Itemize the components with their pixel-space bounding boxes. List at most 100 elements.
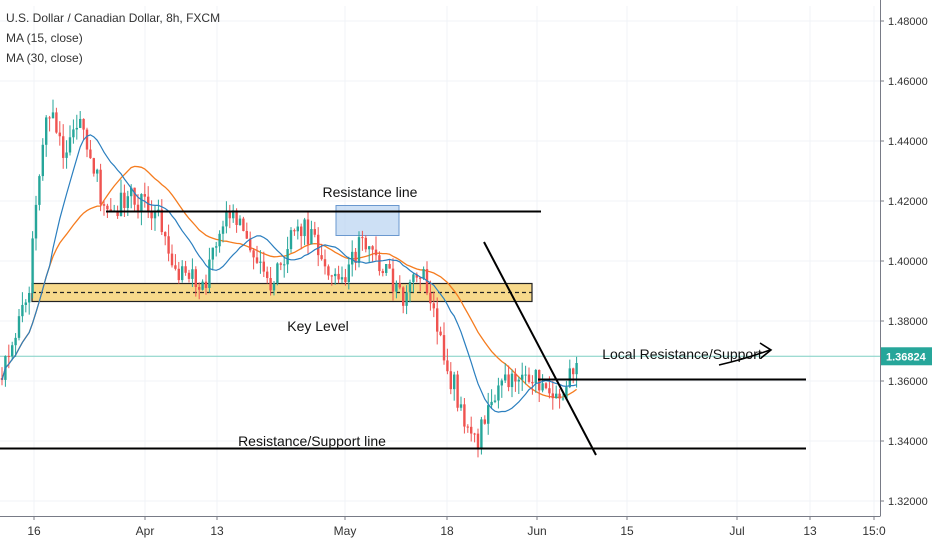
candle-body	[215, 246, 218, 248]
candle-body	[527, 374, 531, 382]
ma15-legend[interactable]: MA (15, close)	[6, 31, 83, 45]
price-tick-label: 1.32000	[888, 496, 928, 508]
candle-body	[534, 370, 537, 384]
time-tick-label: Jun	[527, 524, 546, 538]
candle-body	[551, 393, 554, 399]
candle-body	[476, 433, 480, 450]
symbol-title[interactable]: U.S. Dollar / Canadian Dollar, 8h, FXCM	[6, 11, 221, 25]
candle-body	[38, 176, 41, 205]
candle-body	[272, 283, 276, 291]
candle-body	[143, 194, 146, 197]
time-tick-label: 13	[210, 524, 224, 538]
price-tick-label: 1.38000	[888, 316, 928, 328]
candle-body	[446, 360, 449, 372]
candle-body	[21, 304, 24, 317]
candle-body	[381, 271, 384, 273]
candle-body	[561, 398, 565, 400]
candle-body	[500, 380, 503, 386]
candle-body	[211, 247, 214, 260]
candle-body	[7, 356, 10, 358]
candle-body	[544, 383, 548, 389]
candle-body	[289, 230, 293, 250]
candle-body	[306, 219, 310, 245]
candle-body	[31, 238, 34, 294]
candle-body	[330, 275, 333, 277]
candle-body	[517, 379, 520, 382]
candle-body	[354, 251, 357, 263]
candle-body	[340, 277, 344, 280]
time-tick-label: 15	[620, 524, 634, 538]
candle-body	[351, 251, 354, 265]
candles	[0, 99, 578, 458]
candle-body	[269, 278, 272, 291]
candle-body	[303, 219, 306, 237]
candle-body	[378, 255, 381, 272]
grid	[0, 6, 880, 516]
candle-body	[140, 194, 143, 213]
axes: 1.48000 1.46000 1.44000 1.42000 1.40000 1.380…	[0, 0, 932, 538]
candle-body	[164, 232, 167, 237]
candle-body	[34, 204, 38, 239]
candle-body	[174, 265, 177, 269]
candle-body	[62, 136, 65, 158]
price-tick-label: 1.36000	[888, 376, 928, 388]
candle-body	[28, 293, 31, 303]
price-tick-label: 1.48000	[888, 16, 928, 28]
resistance-box	[335, 205, 400, 236]
candle-body	[497, 385, 500, 401]
candle-body	[317, 234, 320, 256]
candle-body	[439, 331, 442, 336]
candle-body	[150, 211, 153, 219]
candle-body	[568, 368, 571, 388]
candle-body	[194, 269, 197, 287]
candle-body	[160, 209, 163, 233]
time-tick-label: Jul	[729, 524, 744, 538]
current-price-badge	[881, 347, 932, 366]
candle-body	[109, 209, 112, 211]
key-level-label: Key Level	[287, 318, 348, 334]
breakout-arrow	[718, 349, 771, 366]
candle-body	[510, 373, 514, 388]
candle-body	[548, 388, 551, 394]
candle-body	[453, 374, 456, 390]
candle-body	[368, 246, 371, 250]
candle-body	[99, 169, 102, 205]
candle-body	[412, 274, 415, 283]
candle-body	[408, 282, 412, 293]
candle-body	[575, 363, 578, 375]
candle-body	[385, 264, 388, 273]
candle-body	[228, 210, 231, 219]
candle-body	[490, 401, 493, 406]
candle-body	[344, 277, 347, 282]
candle-body	[415, 274, 418, 278]
candle-body	[558, 393, 561, 399]
candle-body	[68, 137, 72, 153]
candle-body	[181, 266, 184, 281]
candle-body	[514, 373, 517, 382]
candle-body	[201, 281, 204, 290]
ma30-legend[interactable]: MA (30, close)	[6, 51, 83, 65]
candle-body	[92, 158, 95, 174]
candle-body	[565, 387, 568, 399]
candle-body	[442, 335, 446, 361]
candle-body	[347, 264, 350, 282]
candle-body	[17, 316, 21, 338]
candle-body	[136, 204, 140, 213]
candle-body	[480, 419, 483, 450]
candle-body	[41, 144, 44, 177]
candle-body	[72, 129, 75, 138]
candle-body	[187, 272, 191, 279]
candle-body	[167, 236, 170, 254]
candle-body	[79, 118, 82, 128]
time-tick-label: 18	[440, 524, 454, 538]
candle-body	[55, 112, 58, 133]
candle-body	[184, 266, 187, 273]
candle-body	[259, 261, 262, 263]
candle-body	[555, 393, 558, 399]
candle-body	[364, 237, 367, 250]
candle-body	[45, 117, 48, 145]
candle-body	[286, 249, 289, 265]
key-level-zone	[31, 282, 533, 303]
